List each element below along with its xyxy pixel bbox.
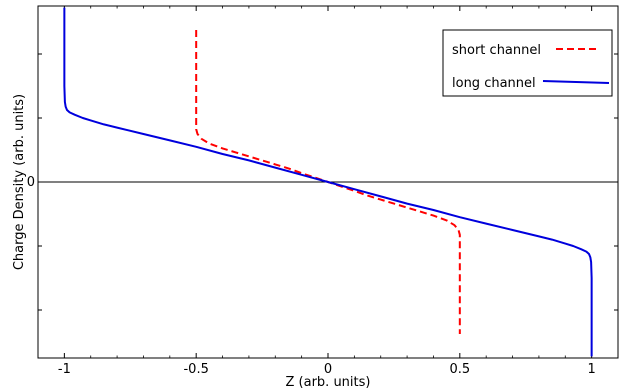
y-axis-label: Charge Density (arb. units) [12,94,27,270]
tick-labels: -1 -0.5 0 0.5 1 0 [27,175,596,377]
x-tick-label: -0.5 [183,362,208,377]
legend-label-short-channel: short channel [452,43,541,58]
x-tick-label: 0.5 [449,362,470,377]
x-axis-label: Z (arb. units) [286,375,371,390]
legend: short channel long channel [442,29,613,97]
legend-box [442,29,613,97]
legend-swatch-long-channel [542,80,610,84]
y-tick-label: 0 [27,175,35,190]
series-layer [63,7,593,357]
legend-label-long-channel: long channel [452,76,536,91]
x-tick-label: 1 [587,362,595,377]
series-line-long-channel [63,7,593,357]
x-tick-label: -1 [58,362,71,377]
x-tick-label: 0 [324,362,332,377]
